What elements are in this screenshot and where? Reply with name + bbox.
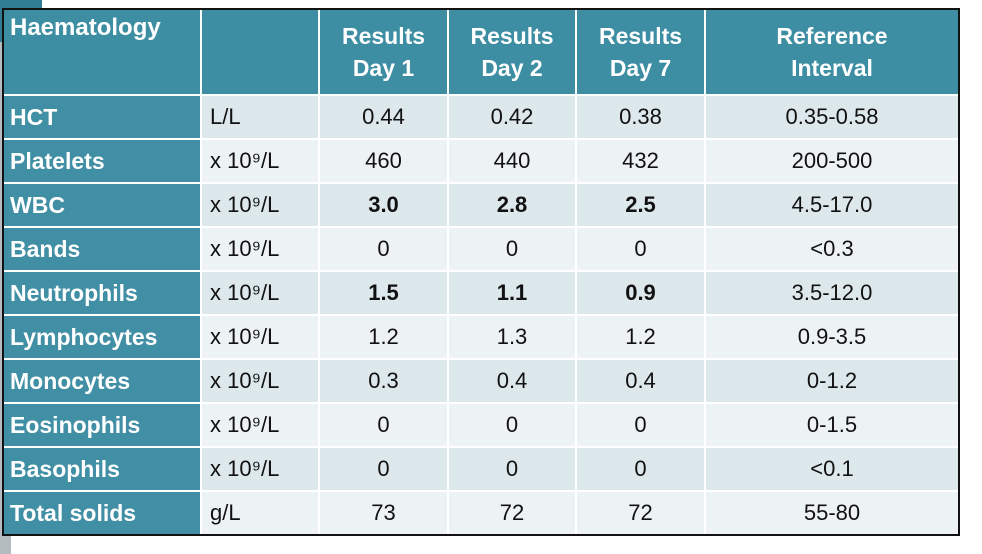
value-day2: 0 [449, 448, 575, 490]
unit-cell: x 10⁹/L [202, 360, 318, 402]
header-line2: Interval [791, 55, 873, 81]
value-day1: 0 [320, 448, 447, 490]
table-grid: Haematology Results Day 1 Results Day 2 … [4, 10, 958, 534]
value-day7: 72 [577, 492, 704, 534]
reference-cell: 0.9-3.5 [706, 316, 958, 358]
row-header-total-solids: Total solids [4, 492, 200, 534]
value-day1: 3.0 [320, 184, 447, 226]
value-day2: 0.42 [449, 96, 575, 138]
column-header-results-day1: Results Day 1 [320, 10, 447, 94]
value-day7: 0.9 [577, 272, 704, 314]
header-line1: Results [598, 22, 683, 49]
value-day1: 0 [320, 228, 447, 270]
header-line2: Day 7 [609, 55, 672, 81]
value-day7: 0.4 [577, 360, 704, 402]
value-day1: 460 [320, 140, 447, 182]
reference-cell: 0-1.2 [706, 360, 958, 402]
reference-cell: 0-1.5 [706, 404, 958, 446]
unit-cell: L/L [202, 96, 318, 138]
value-day2: 0 [449, 404, 575, 446]
row-header-lymphocytes: Lymphocytes [4, 316, 200, 358]
value-day1: 0.3 [320, 360, 447, 402]
reference-cell: 55-80 [706, 492, 958, 534]
value-day1: 1.5 [320, 272, 447, 314]
reference-cell: 4.5-17.0 [706, 184, 958, 226]
value-day7: 0 [577, 448, 704, 490]
unit-cell: x 10⁹/L [202, 228, 318, 270]
unit-cell: x 10⁹/L [202, 448, 318, 490]
column-header-unit-blank [202, 10, 318, 94]
row-header-platelets: Platelets [4, 140, 200, 182]
reference-cell: <0.3 [706, 228, 958, 270]
column-header-results-day2: Results Day 2 [449, 10, 575, 94]
unit-cell: g/L [202, 492, 318, 534]
header-line2: Day 2 [481, 55, 543, 81]
value-day2: 1.1 [449, 272, 575, 314]
value-day7: 0 [577, 228, 704, 270]
row-header-eosinophils: Eosinophils [4, 404, 200, 446]
row-header-neutrophils: Neutrophils [4, 272, 200, 314]
unit-cell: x 10⁹/L [202, 404, 318, 446]
value-day7: 0.38 [577, 96, 704, 138]
unit-cell: x 10⁹/L [202, 184, 318, 226]
reference-cell: <0.1 [706, 448, 958, 490]
header-line1: Results [341, 22, 426, 49]
value-day7: 2.5 [577, 184, 704, 226]
value-day1: 73 [320, 492, 447, 534]
unit-cell: x 10⁹/L [202, 316, 318, 358]
value-day7: 0 [577, 404, 704, 446]
value-day1: 0.44 [320, 96, 447, 138]
reference-cell: 200-500 [706, 140, 958, 182]
row-header-bands: Bands [4, 228, 200, 270]
header-line2: Day 1 [352, 55, 415, 81]
row-header-hct: HCT [4, 96, 200, 138]
value-day1: 0 [320, 404, 447, 446]
reference-cell: 0.35-0.58 [706, 96, 958, 138]
haematology-results-table: Haematology Results Day 1 Results Day 2 … [2, 8, 960, 536]
unit-cell: x 10⁹/L [202, 140, 318, 182]
row-header-wbc: WBC [4, 184, 200, 226]
value-day2: 72 [449, 492, 575, 534]
reference-cell: 3.5-12.0 [706, 272, 958, 314]
value-day2: 1.3 [449, 316, 575, 358]
value-day2: 0 [449, 228, 575, 270]
value-day7: 432 [577, 140, 704, 182]
column-header-reference-interval: Reference Interval [706, 10, 958, 94]
value-day7: 1.2 [577, 316, 704, 358]
column-header-results-day7: Results Day 7 [577, 10, 704, 94]
header-line1: Results [470, 22, 554, 49]
row-header-basophils: Basophils [4, 448, 200, 490]
value-day2: 440 [449, 140, 575, 182]
value-day1: 1.2 [320, 316, 447, 358]
row-header-monocytes: Monocytes [4, 360, 200, 402]
column-header-haematology: Haematology [4, 10, 200, 94]
value-day2: 2.8 [449, 184, 575, 226]
header-line1: Reference [776, 22, 888, 49]
value-day2: 0.4 [449, 360, 575, 402]
unit-cell: x 10⁹/L [202, 272, 318, 314]
